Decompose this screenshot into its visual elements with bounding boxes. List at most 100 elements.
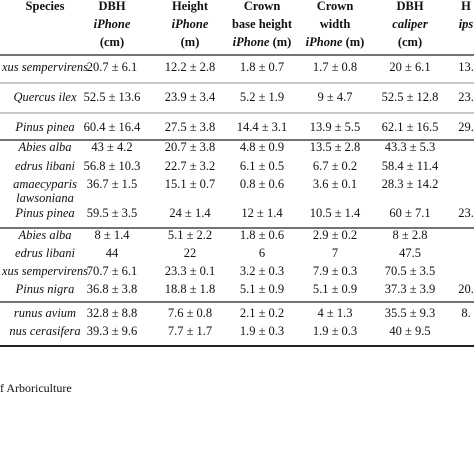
table-cell: 18.8 ± 1.8 [165, 282, 216, 296]
header-cell: DBH [98, 0, 125, 13]
table-cell: 29. [458, 120, 474, 134]
table-cell: 23. [458, 90, 474, 104]
table-cell: 6 [259, 246, 265, 260]
table-cell: 37.3 ± 3.9 [385, 282, 436, 296]
header-text: DBH [98, 0, 125, 13]
header-text: (m) [342, 35, 364, 49]
table-cell: 10.5 ± 1.4 [310, 206, 361, 220]
table-cell: 20.7 ± 6.1 [87, 60, 138, 74]
table-cell: 58.4 ± 11.4 [382, 159, 439, 173]
table-cell: 2.9 ± 0.2 [313, 228, 357, 242]
table-cell: 52.5 ± 12.8 [382, 90, 439, 104]
table-cell: 7.7 ± 1.7 [168, 324, 212, 338]
header-cell: base height [232, 17, 293, 31]
header-cell: ips [459, 17, 474, 31]
header-text: ips [459, 17, 474, 31]
table-cell: 5.1 ± 2.2 [168, 228, 212, 242]
header-text: caliper [392, 17, 428, 31]
header-cell: (cm) [398, 35, 422, 49]
header-cell: Height [172, 0, 209, 13]
table-cell: 24 ± 1.4 [169, 206, 211, 220]
table-cell: 1.7 ± 0.8 [313, 60, 357, 74]
table-cell: 5.2 ± 1.9 [240, 90, 284, 104]
table-cell: 7.6 ± 0.8 [168, 306, 212, 320]
table-cell: 59.5 ± 3.5 [87, 206, 138, 220]
header-text: Species [26, 0, 65, 13]
table-cell: 62.1 ± 16.5 [382, 120, 439, 134]
table-cell: 7 [332, 246, 338, 260]
table-cell: 20.7 ± 3.8 [165, 140, 216, 154]
header-text: base height [232, 17, 293, 31]
header-cell: iPhone [172, 17, 209, 31]
table-cell: 2.1 ± 0.2 [240, 306, 284, 320]
header-cell: Crown [244, 0, 281, 13]
table-cell: 5.1 ± 0.9 [313, 282, 357, 296]
table-cell: 20 ± 6.1 [389, 60, 430, 74]
header-cell: Crown [317, 0, 354, 13]
table-cell: 43.3 ± 5.3 [385, 140, 436, 154]
table-cell: 8 ± 2.8 [393, 228, 428, 242]
table-cell: 36.7 ± 1.5 [87, 177, 138, 191]
table-cell: 7.9 ± 0.3 [313, 264, 357, 278]
table-cell: 4 ± 1.3 [318, 306, 353, 320]
table-cell: 3.2 ± 0.3 [240, 264, 284, 278]
table-cell: 56.8 ± 10.3 [84, 159, 141, 173]
species-name: amaecyparis [13, 177, 77, 191]
table-cell: 12.2 ± 2.8 [165, 60, 216, 74]
header-cell: Species [26, 0, 65, 13]
table-cell: 6.7 ± 0.2 [313, 159, 357, 173]
footer-text: f Arboriculture [0, 381, 72, 395]
table-cell: 20. [458, 282, 474, 296]
header-text: H [461, 0, 471, 13]
table-cell: 13. [458, 60, 474, 74]
table-cell: 27.5 ± 3.8 [165, 120, 216, 134]
header-text: (cm) [398, 35, 422, 49]
table-cell: 23.3 ± 0.1 [165, 264, 216, 278]
table-cell: 40 ± 9.5 [389, 324, 430, 338]
table-cell: 13.5 ± 2.8 [310, 140, 361, 154]
table-cell: 36.8 ± 3.8 [87, 282, 138, 296]
species-name: runus avium [14, 306, 76, 320]
table-cell: 8. [461, 306, 470, 320]
table-cell: 32.8 ± 8.8 [87, 306, 138, 320]
header-cell: width [320, 17, 351, 31]
table-cell: 47.5 [399, 246, 421, 260]
table-cell: 60.4 ± 16.4 [84, 120, 142, 134]
header-text: width [320, 17, 351, 31]
table-cell: 1.8 ± 0.6 [240, 228, 284, 242]
header-text: iPhone [172, 17, 209, 31]
header-text: Height [172, 0, 209, 13]
species-name: nus cerasifera [9, 324, 80, 338]
table-cell: 6.1 ± 0.5 [240, 159, 284, 173]
header-cell: iPhone (m) [306, 35, 365, 49]
table-cell: 9 ± 4.7 [318, 90, 353, 104]
table-cell: 22.7 ± 3.2 [165, 159, 216, 173]
header-cell: caliper [392, 17, 428, 31]
table-cell: 44 [106, 246, 119, 260]
table-cell: 5.1 ± 0.9 [240, 282, 284, 296]
table-cell: 14.4 ± 3.1 [237, 120, 288, 134]
table-cell: 43 ± 4.2 [91, 140, 132, 154]
table-cell: 15.1 ± 0.7 [165, 177, 216, 191]
table-cell: 70.7 ± 6.1 [87, 264, 138, 278]
table-cell: 52.5 ± 13.6 [84, 90, 141, 104]
header-cell: iPhone [94, 17, 131, 31]
table-cell: 3.6 ± 0.1 [313, 177, 357, 191]
header-cell: (m) [181, 35, 200, 49]
header-text: iPhone [233, 35, 270, 49]
species-name: Abies alba [17, 228, 71, 242]
header-cell: H [461, 0, 471, 13]
table-cell: 4.8 ± 0.9 [240, 140, 284, 154]
species-name: Pinus nigra [15, 282, 75, 296]
header-cell: (cm) [100, 35, 124, 49]
table-cell: 8 ± 1.4 [95, 228, 131, 242]
species-name: xus sempervirens [1, 60, 88, 74]
header-cell: DBH [396, 0, 423, 13]
species-name: Abies alba [17, 140, 71, 154]
species-name: edrus libani [15, 159, 76, 173]
table-cell: 35.5 ± 9.3 [385, 306, 436, 320]
species-name: edrus libani [15, 246, 76, 260]
header-text: (cm) [100, 35, 124, 49]
